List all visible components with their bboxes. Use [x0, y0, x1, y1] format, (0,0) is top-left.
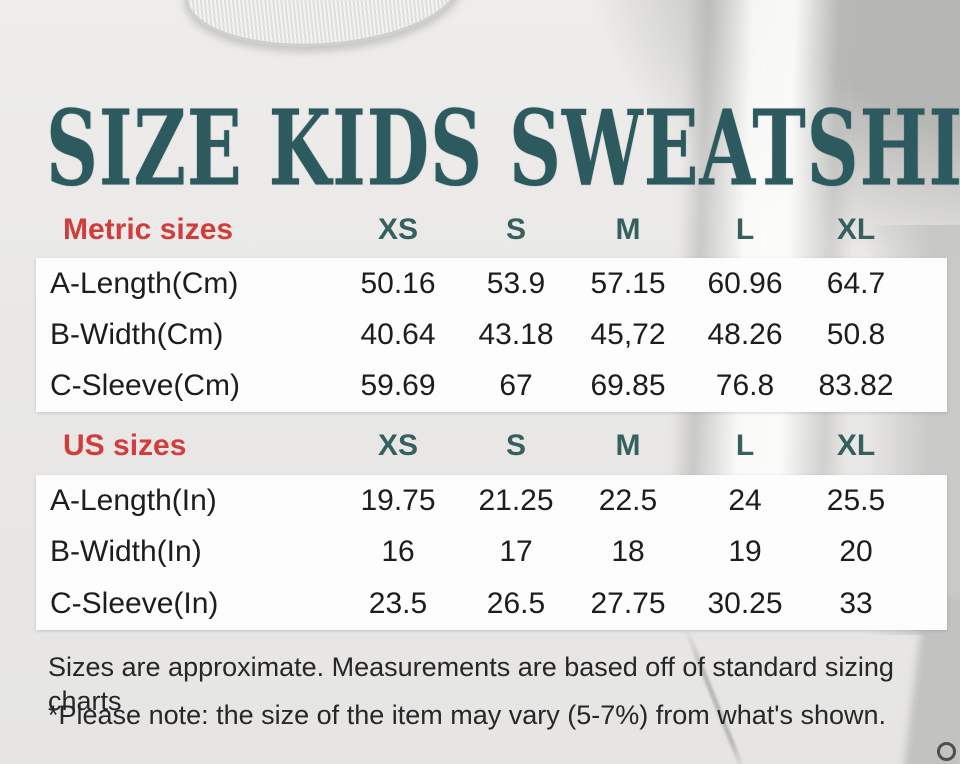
cell-value: 50.16 [360, 266, 436, 300]
cell-value: 17 [499, 535, 533, 569]
cell-value: 45,72 [590, 317, 666, 351]
row-label: C-Sleeve(In) [50, 587, 219, 621]
metric-sizes-label: Metric sizes [63, 213, 234, 246]
table-row: B-Width(In) 16 17 18 19 20 [36, 527, 947, 579]
cell-value: 21.25 [478, 483, 554, 517]
cell-value: 76.8 [715, 369, 775, 403]
cell-value: 53.9 [486, 266, 546, 300]
table-row: A-Length(In) 19.75 21.25 22.5 24 25.5 [36, 475, 947, 527]
us-sizes-label: US sizes [63, 429, 187, 462]
row-label: C-Sleeve(Cm) [50, 369, 241, 403]
column-header-m: M [615, 429, 641, 462]
page-title: SIZE KIDS SWEATSHIRT [46, 86, 960, 210]
table-row: C-Sleeve(Cm) 59.69 67 69.85 76.8 83.82 [36, 361, 947, 412]
table-row: C-Sleeve(In) 23.5 26.5 27.75 30.25 33 [36, 578, 947, 630]
cell-value: 18 [611, 535, 645, 569]
column-header-l: L [735, 429, 755, 462]
cell-value: 26.5 [486, 587, 546, 621]
cell-value: 25.5 [826, 483, 886, 517]
cell-value: 60.96 [707, 266, 783, 300]
row-label: B-Width(In) [50, 535, 202, 569]
column-header-m: M [615, 213, 641, 246]
cell-value: 33 [839, 587, 873, 621]
row-label: A-Length(In) [50, 483, 217, 517]
cell-value: 48.26 [707, 317, 783, 351]
cell-value: 30.25 [707, 587, 783, 621]
cell-value: 40.64 [360, 317, 436, 351]
column-header-xs: XS [377, 429, 419, 462]
cell-value: 24 [728, 483, 762, 517]
cell-value: 27.75 [590, 587, 666, 621]
cell-value: 50.8 [826, 317, 886, 351]
table-row: B-Width(Cm) 40.64 43.18 45,72 48.26 50.8 [36, 309, 947, 360]
footnote-line-1: Sizes are approximate. Measurements are … [48, 652, 894, 716]
cell-value: 64.7 [826, 266, 886, 300]
watermark-circle-icon [937, 742, 956, 761]
us-header-row: US sizes XS S M L XL [36, 424, 947, 468]
sweatshirt-collar-graphic [180, 0, 466, 56]
cell-value: 23.5 [368, 587, 428, 621]
column-header-xl: XL [836, 429, 876, 462]
footnote-line-2: *Please note: the size of the item may v… [48, 700, 887, 730]
cell-value: 57.15 [590, 266, 666, 300]
column-header-xs: XS [377, 213, 419, 246]
metric-header-row: Metric sizes XS S M L XL [36, 208, 947, 252]
column-header-l: L [735, 213, 755, 246]
column-header-s: S [505, 213, 526, 246]
cell-value: 22.5 [598, 483, 658, 517]
cell-value: 83.82 [818, 369, 894, 403]
cell-value: 67 [499, 369, 533, 403]
cell-value: 16 [381, 535, 415, 569]
cell-value: 69.85 [590, 369, 666, 403]
cell-value: 19.75 [360, 483, 436, 517]
table-row: A-Length(Cm) 50.16 53.9 57.15 60.96 64.7 [36, 258, 947, 309]
row-label: B-Width(Cm) [50, 317, 224, 351]
column-header-s: S [505, 429, 526, 462]
metric-table-band: A-Length(Cm) 50.16 53.9 57.15 60.96 64.7… [36, 258, 947, 412]
row-label: A-Length(Cm) [50, 266, 239, 300]
cell-value: 19 [728, 535, 762, 569]
column-header-xl: XL [836, 213, 876, 246]
us-table-band: A-Length(In) 19.75 21.25 22.5 24 25.5 B-… [36, 475, 947, 630]
cell-value: 43.18 [478, 317, 554, 351]
cell-value: 20 [839, 535, 873, 569]
cell-value: 59.69 [360, 369, 436, 403]
